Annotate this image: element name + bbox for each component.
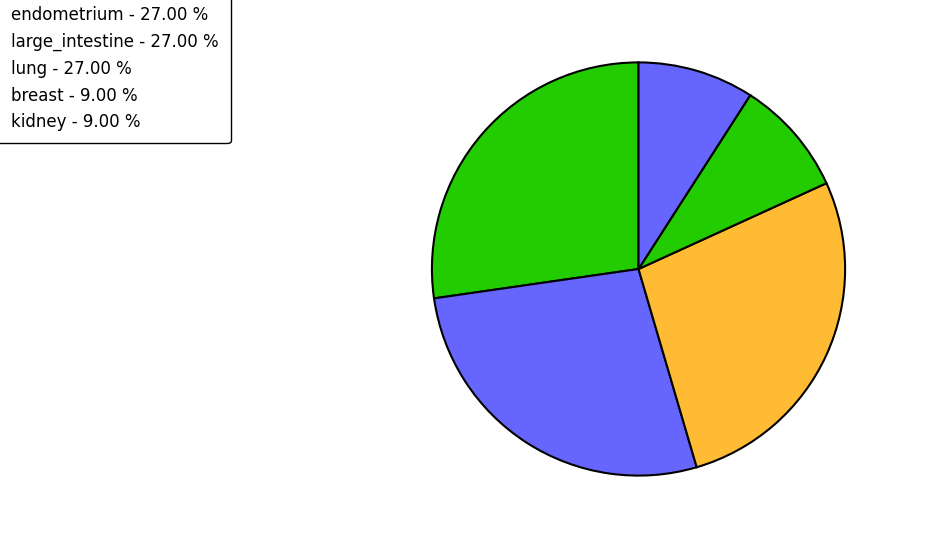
Legend: endometrium - 27.00 %, large_intestine - 27.00 %, lung - 27.00 %, breast - 9.00 : endometrium - 27.00 %, large_intestine -… <box>0 0 231 143</box>
Wedge shape <box>639 183 845 467</box>
Wedge shape <box>639 95 826 269</box>
Wedge shape <box>432 62 639 299</box>
Wedge shape <box>434 269 697 476</box>
Wedge shape <box>639 62 750 269</box>
